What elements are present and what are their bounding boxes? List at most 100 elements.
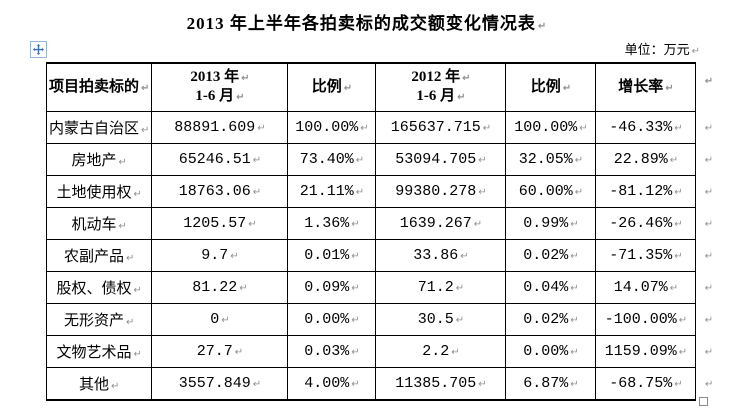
- cell-2012-amount[interactable]: 53094.705 ↵: [375, 142, 507, 176]
- cell-2013-amount[interactable]: 81.22 ↵: [151, 270, 289, 304]
- cell-text: 机动车: [71, 216, 117, 233]
- end-of-cell-mark: ↵: [221, 314, 230, 326]
- cell-item[interactable]: 房地产 ↵: [45, 142, 153, 176]
- end-of-cell-mark: ↵: [141, 82, 150, 94]
- cell-item[interactable]: 农副产品 ↵: [45, 238, 153, 272]
- cell-item[interactable]: 土地使用权 ↵: [45, 174, 153, 208]
- cell-2013-ratio[interactable]: 0.01% ↵: [287, 238, 377, 272]
- cell-item[interactable]: 内蒙古自治区 ↵: [45, 110, 153, 144]
- cell-2013-amount[interactable]: 1205.57 ↵: [151, 206, 289, 240]
- cell-2013-ratio[interactable]: 0.00% ↵: [287, 302, 377, 336]
- row-mark-glyph: ↵: [704, 314, 714, 326]
- end-of-cell-mark: ↵: [230, 250, 239, 262]
- cell-2012-amount[interactable]: 2.2 ↵: [375, 334, 507, 368]
- row-mark-glyph: ↵: [704, 378, 714, 390]
- cell-2012-amount[interactable]: 30.5 ↵: [375, 302, 507, 336]
- cell-2013-ratio[interactable]: 73.40% ↵: [287, 142, 377, 176]
- cell-2012-amount[interactable]: 71.2 ↵: [375, 270, 507, 304]
- cell-item[interactable]: 股权、债权 ↵: [45, 270, 153, 304]
- end-of-cell-mark: ↵: [126, 252, 135, 264]
- end-of-cell-mark: ↵: [118, 220, 127, 232]
- unit-text: 单位：万元: [624, 42, 690, 57]
- cell-text: 房地产: [71, 152, 117, 169]
- cell-2012-ratio[interactable]: 0.04% ↵: [505, 270, 597, 304]
- column-header-2012[interactable]: 2012 年 ↵ 1-6 月 ↵: [375, 62, 507, 112]
- cell-text: 60.00%: [518, 182, 573, 200]
- cell-2012-ratio[interactable]: 0.02% ↵: [505, 302, 597, 336]
- cell-item[interactable]: 其他 ↵: [45, 366, 153, 401]
- cell-text: 14.07%: [613, 278, 668, 296]
- cell-2013-amount[interactable]: 0 ↵: [151, 302, 289, 336]
- cell-item[interactable]: 无形资产 ↵: [45, 302, 153, 336]
- end-of-cell-mark: ↵: [478, 186, 487, 198]
- column-header-ratio-2012[interactable]: 比例 ↵: [505, 62, 597, 112]
- cell-2012-ratio[interactable]: 0.99% ↵: [505, 206, 597, 240]
- cell-text: 33.86: [413, 246, 459, 264]
- cell-2013-amount[interactable]: 27.7 ↵: [151, 334, 289, 368]
- end-of-cell-mark: ↵: [252, 154, 262, 166]
- cell-2013-amount[interactable]: 88891.609 ↵: [151, 110, 289, 144]
- end-of-row-mark: ↵: [695, 111, 720, 143]
- cell-text: 81.22: [192, 278, 238, 296]
- unit-label[interactable]: 单位：万元 ↵: [625, 39, 700, 58]
- table-move-handle[interactable]: [30, 41, 47, 58]
- cell-2013-amount[interactable]: 9.7 ↵: [151, 238, 289, 272]
- cell-2012-ratio[interactable]: 6.87% ↵: [505, 366, 597, 401]
- cell-growth-rate[interactable]: 1159.09% ↵: [595, 334, 697, 368]
- cell-2013-amount[interactable]: 3557.849 ↵: [151, 366, 289, 401]
- cell-growth-rate[interactable]: -68.75% ↵: [595, 366, 697, 401]
- end-of-cell-mark: ↵: [252, 378, 262, 390]
- cell-2012-ratio[interactable]: 32.05% ↵: [505, 142, 597, 176]
- cell-2013-amount[interactable]: 18763.06 ↵: [151, 174, 289, 208]
- cell-growth-rate[interactable]: -46.33% ↵: [595, 110, 697, 144]
- cell-2012-amount[interactable]: 11385.705 ↵: [375, 366, 507, 401]
- cell-2012-amount[interactable]: 99380.278 ↵: [375, 174, 507, 208]
- cell-text: 0.01%: [304, 246, 350, 264]
- column-header-2013[interactable]: 2013 年 ↵ 1-6 月 ↵: [151, 62, 289, 112]
- cell-text: 其他: [79, 376, 110, 393]
- column-header-growth[interactable]: 增长率 ↵: [595, 62, 697, 112]
- end-of-row-mark: ↵: [695, 143, 720, 175]
- column-header-ratio-2013[interactable]: 比例 ↵: [287, 62, 377, 112]
- cell-2012-ratio[interactable]: 0.02% ↵: [505, 238, 597, 272]
- column-header-item[interactable]: 项目拍卖标的 ↵: [45, 62, 153, 112]
- cell-2012-amount[interactable]: 165637.715 ↵: [375, 110, 507, 144]
- cell-growth-rate[interactable]: -26.46% ↵: [595, 206, 697, 240]
- end-of-cell-mark: ↵: [455, 282, 465, 294]
- header-text: 比例: [311, 78, 342, 95]
- cell-growth-rate[interactable]: -81.12% ↵: [595, 174, 697, 208]
- cell-growth-rate[interactable]: 14.07% ↵: [595, 270, 697, 304]
- cell-item[interactable]: 机动车 ↵: [45, 206, 153, 240]
- cell-2012-amount[interactable]: 33.86 ↵: [375, 238, 507, 272]
- cell-text: 0.00%: [304, 310, 350, 328]
- cell-2012-ratio[interactable]: 60.00% ↵: [505, 174, 597, 208]
- cell-2013-ratio[interactable]: 4.00% ↵: [287, 366, 377, 401]
- end-of-cell-mark: ↵: [351, 218, 360, 230]
- end-of-cell-mark: ↵: [570, 378, 579, 390]
- cell-text: 71.2: [417, 278, 454, 296]
- cell-2012-amount[interactable]: 1639.267 ↵: [375, 206, 507, 240]
- cell-2013-ratio[interactable]: 1.36% ↵: [287, 206, 377, 240]
- end-of-cell-mark: ↵: [355, 186, 365, 198]
- end-of-cell-mark: ↵: [252, 186, 262, 198]
- document-title[interactable]: 2013 年上半年各拍卖标的成交额变化情况表 ↵: [0, 9, 734, 34]
- cell-2012-ratio[interactable]: 100.00% ↵: [505, 110, 597, 144]
- cell-item[interactable]: 文物艺术品 ↵: [45, 334, 153, 368]
- cell-text: 165637.715: [390, 118, 481, 136]
- cell-2013-ratio[interactable]: 0.03% ↵: [287, 334, 377, 368]
- cell-2013-ratio[interactable]: 0.09% ↵: [287, 270, 377, 304]
- paragraph-mark: ↵: [537, 21, 548, 32]
- table-row: 机动车 ↵ 1205.57 ↵ 1.36% ↵ 1639.267 ↵ 0.99% ↵ -26.46%…: [45, 206, 720, 240]
- cell-growth-rate[interactable]: 22.89% ↵: [595, 142, 697, 176]
- header-line: 1-6 月 ↵: [378, 87, 503, 107]
- cell-growth-rate[interactable]: -100.00% ↵: [595, 302, 697, 336]
- cell-2012-ratio[interactable]: 0.00% ↵: [505, 334, 597, 368]
- table-resize-handle[interactable]: [699, 397, 708, 406]
- cell-2013-amount[interactable]: 65246.51 ↵: [151, 142, 289, 176]
- cell-text: -100.00%: [604, 310, 677, 328]
- cell-text: 22.89%: [613, 150, 668, 168]
- cell-2013-ratio[interactable]: 21.11% ↵: [287, 174, 377, 208]
- row-mark-glyph: ↵: [704, 154, 714, 166]
- cell-2013-ratio[interactable]: 100.00% ↵: [287, 110, 377, 144]
- cell-growth-rate[interactable]: -71.35% ↵: [595, 238, 697, 272]
